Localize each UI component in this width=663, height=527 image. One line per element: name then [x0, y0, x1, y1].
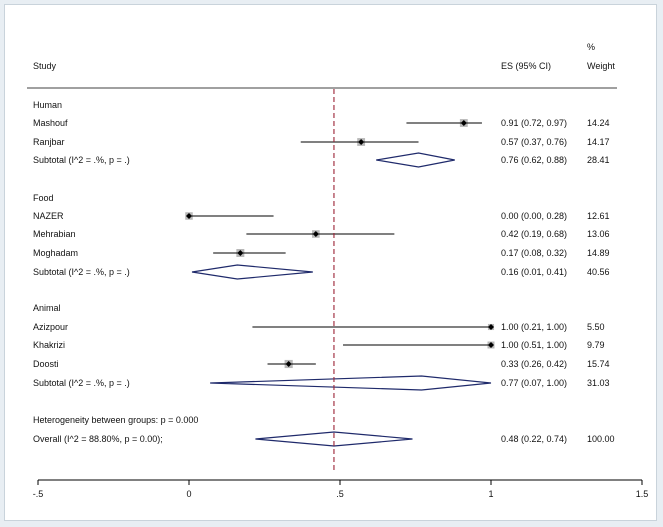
study-name: NAZER [33, 211, 64, 221]
subtotal-diamond [210, 375, 492, 391]
weight-percent-header: % [587, 42, 595, 52]
study-column-header: Study [33, 61, 57, 71]
study-weight: 13.06 [587, 229, 610, 239]
subtotal-es-text: 0.77 (0.07, 1.00) [501, 378, 567, 388]
x-tick-label: 0 [186, 489, 191, 499]
group-label-animal: Animal [33, 303, 61, 313]
study-weight: 15.74 [587, 359, 610, 369]
subtotal-weight: 40.56 [587, 267, 610, 277]
study-name: Mashouf [33, 118, 68, 128]
study-es-text: 0.00 (0.00, 0.28) [501, 211, 567, 221]
study-weight: 12.61 [587, 211, 610, 221]
subtotal-label: Subtotal (I^2 = .%, p = .) [33, 378, 130, 388]
study-point-marker [488, 342, 494, 348]
subtotal-label: Subtotal (I^2 = .%, p = .) [33, 155, 130, 165]
study-point-marker [488, 324, 494, 330]
study-name: Doosti [33, 359, 59, 369]
overall-diamond [255, 431, 413, 447]
group-label-food: Food [33, 193, 54, 203]
study-weight: 14.89 [587, 248, 610, 258]
study-weight: 14.17 [587, 137, 610, 147]
subtotal-es-text: 0.16 (0.01, 0.41) [501, 267, 567, 277]
x-tick-label: 1 [488, 489, 493, 499]
study-name: Moghadam [33, 248, 78, 258]
x-tick-label: .5 [336, 489, 344, 499]
study-es-text: 0.33 (0.26, 0.42) [501, 359, 567, 369]
study-es-text: 0.42 (0.19, 0.68) [501, 229, 567, 239]
subtotal-weight: 31.03 [587, 378, 610, 388]
study-weight: 14.24 [587, 118, 610, 128]
subtotal-label: Subtotal (I^2 = .%, p = .) [33, 267, 130, 277]
overall-label: Overall (I^2 = 88.80%, p = 0.00); [33, 434, 163, 444]
study-point-marker [237, 250, 244, 256]
study-es-text: 0.91 (0.72, 0.97) [501, 118, 567, 128]
study-weight: 9.79 [587, 340, 605, 350]
study-point-marker [358, 139, 365, 145]
study-es-text: 0.17 (0.08, 0.32) [501, 248, 567, 258]
study-point-marker [460, 120, 467, 126]
study-es-text: 0.57 (0.37, 0.76) [501, 137, 567, 147]
es-column-header: ES (95% CI) [501, 61, 551, 71]
chart-panel: % Study ES (95% CI) Weight Human Mashouf 0… [4, 4, 657, 521]
subtotal-diamond [191, 264, 313, 280]
x-tick-label: -.5 [33, 489, 44, 499]
study-weight: 5.50 [587, 322, 605, 332]
study-point-marker [312, 231, 319, 237]
heterogeneity-text: Heterogeneity between groups: p = 0.000 [33, 415, 198, 425]
subtotal-weight: 28.41 [587, 155, 610, 165]
study-name: Khakrizi [33, 340, 65, 350]
study-name: Ranjbar [33, 137, 65, 147]
study-point-marker [186, 213, 192, 219]
study-es-text: 1.00 (0.21, 1.00) [501, 322, 567, 332]
study-es-text: 1.00 (0.51, 1.00) [501, 340, 567, 350]
study-name: Mehrabian [33, 229, 76, 239]
study-name: Azizpour [33, 322, 68, 332]
weight-column-header: Weight [587, 61, 615, 71]
overall-weight: 100.00 [587, 434, 615, 444]
forest-plot: % Study ES (95% CI) Weight Human Mashouf 0… [27, 42, 649, 499]
study-point-marker [285, 361, 292, 367]
subtotal-es-text: 0.76 (0.62, 0.88) [501, 155, 567, 165]
overall-es-text: 0.48 (0.22, 0.74) [501, 434, 567, 444]
subtotal-diamond [376, 152, 455, 168]
group-label-human: Human [33, 100, 62, 110]
x-tick-label: 1.5 [636, 489, 649, 499]
